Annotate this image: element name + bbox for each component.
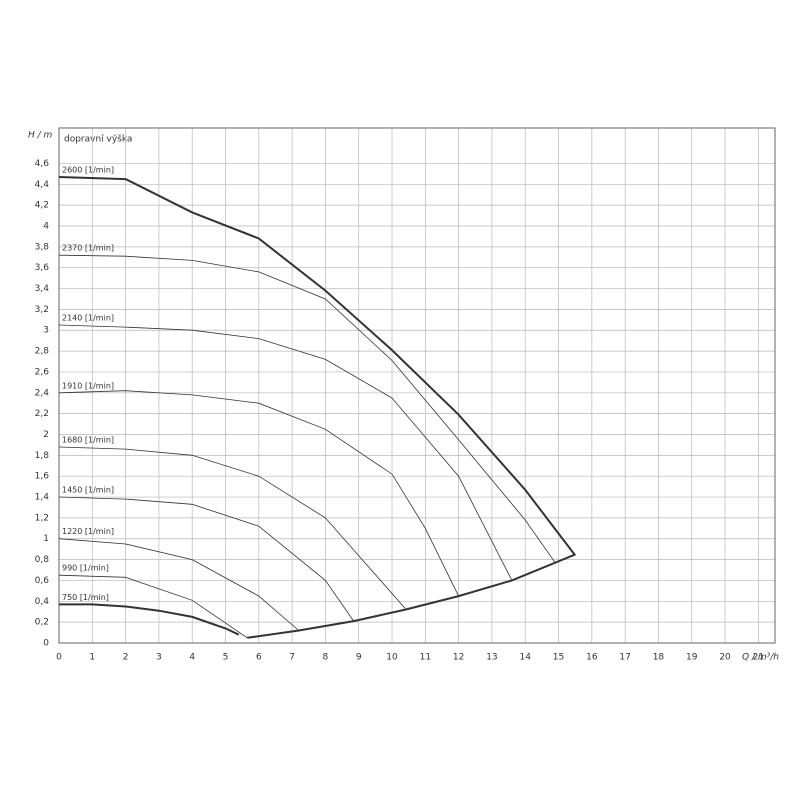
y-tick-label: 3,8	[35, 242, 50, 252]
y-tick-label: 0	[43, 639, 49, 649]
series-line	[58, 496, 355, 622]
y-tick-label: 1,2	[35, 513, 49, 523]
curve-label: 1910 [1/min]	[62, 381, 114, 390]
subtitle: dopravní výška	[64, 134, 132, 145]
y-tick-label: 2,8	[35, 347, 50, 357]
curve-label: 990 [1/min]	[62, 564, 109, 573]
x-tick-label: 12	[453, 653, 464, 663]
series-line	[58, 574, 248, 639]
curve-label: 2600 [1/min]	[62, 165, 114, 174]
x-tick-label: 14	[520, 653, 532, 663]
y-tick-label: 3,6	[35, 263, 50, 273]
curve-label: 2370 [1/min]	[62, 244, 114, 253]
x-tick-label: 2	[123, 653, 129, 663]
y-axis-label: H / m	[28, 131, 53, 141]
x-tick-label: 21	[753, 653, 764, 663]
x-tick-label: 6	[256, 653, 262, 663]
y-tick-label: 3,2	[35, 305, 49, 315]
curve-label: 1680 [1/min]	[62, 436, 114, 445]
series-line	[247, 553, 576, 639]
x-tick-label: 5	[223, 653, 229, 663]
x-tick-label: 15	[553, 653, 564, 663]
y-tick-label: 4,2	[35, 201, 49, 211]
series-line	[59, 603, 240, 636]
plot-frame	[58, 127, 776, 644]
y-tick-label: 3,4	[35, 284, 50, 294]
x-tick-label: 7	[289, 653, 295, 663]
y-tick-label: 1,6	[35, 472, 50, 482]
curve-label: 750 [1/min]	[62, 593, 109, 602]
x-tick-label: 17	[619, 653, 630, 663]
y-tick-label: 4,4	[35, 180, 50, 190]
x-tick-label: 9	[356, 653, 362, 663]
x-tick-label: 0	[56, 653, 62, 663]
x-tick-label: 4	[189, 653, 195, 663]
x-tick-label: 11	[420, 653, 431, 663]
x-tick-label: 19	[686, 653, 698, 663]
series-line	[58, 324, 513, 581]
series-line	[58, 390, 459, 597]
x-tick-label: 8	[323, 653, 329, 663]
y-tick-label: 0,2	[35, 618, 49, 628]
x-tick-label: 13	[486, 653, 497, 663]
y-tick-label: 2,4	[35, 388, 50, 398]
y-tick-label: 1,4	[35, 493, 50, 503]
series-line	[58, 176, 576, 557]
y-tick-label: 0,4	[35, 597, 50, 607]
x-tick-label: 3	[156, 653, 162, 663]
y-tick-label: 2	[43, 430, 49, 440]
x-tick-label: 20	[719, 653, 731, 663]
curve-label: 2140 [1/min]	[62, 314, 114, 323]
series-line	[58, 538, 300, 631]
y-tick-label: 4,6	[35, 159, 50, 169]
x-tick-label: 18	[653, 653, 665, 663]
y-tick-label: 1,8	[35, 451, 50, 461]
y-tick-label: 2,2	[35, 409, 49, 419]
y-tick-label: 1	[43, 534, 49, 544]
curve-label: 1450 [1/min]	[62, 486, 114, 495]
y-tick-label: 0,6	[35, 576, 50, 586]
y-tick-label: 0,8	[35, 555, 50, 565]
y-tick-label: 4	[43, 221, 49, 231]
series-line	[58, 254, 556, 563]
y-tick-label: 2,6	[35, 367, 50, 377]
x-tick-label: 16	[586, 653, 598, 663]
x-axis-label: Q / m³/h	[742, 653, 779, 663]
series-line	[58, 446, 406, 609]
x-tick-label: 1	[89, 653, 95, 663]
y-tick-label: 3	[43, 326, 49, 336]
curve-label: 1220 [1/min]	[62, 527, 114, 536]
x-tick-label: 10	[386, 653, 398, 663]
